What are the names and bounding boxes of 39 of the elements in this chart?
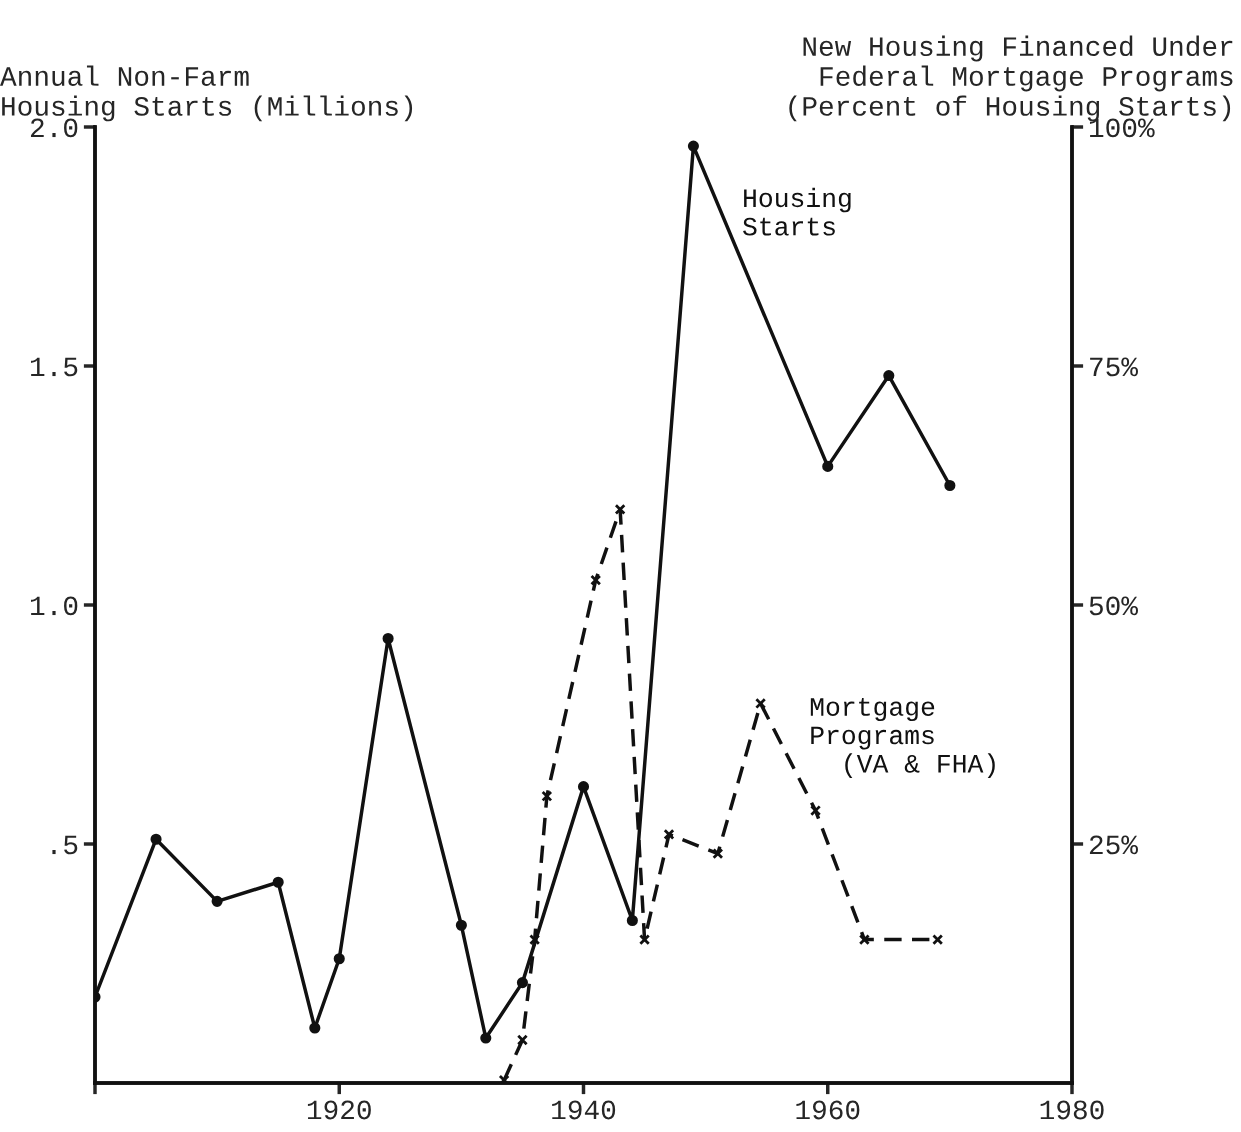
point [822, 460, 834, 472]
point [150, 833, 162, 845]
point [755, 697, 767, 710]
point [480, 1032, 492, 1044]
point [614, 503, 626, 515]
point [516, 977, 528, 989]
point [541, 790, 553, 802]
y2-tick-label: 75% [1090, 357, 1138, 377]
point [590, 574, 602, 586]
point [309, 1022, 321, 1034]
x-tick-label: 1980 [1040, 1100, 1104, 1120]
y-tick-label: .5 [52, 835, 78, 855]
series-label: Housing Starts [743, 187, 851, 236]
point [883, 370, 895, 382]
point [529, 934, 541, 946]
point [272, 876, 284, 888]
point [333, 953, 345, 965]
point [944, 479, 956, 492]
x-tick-label: 1940 [552, 1100, 616, 1120]
y2-tick-label: 50% [1089, 596, 1138, 616]
y2-tick-label: 25% [1089, 835, 1138, 855]
point [211, 895, 223, 907]
x-tick-label: 1960 [796, 1100, 860, 1120]
point [516, 1034, 528, 1046]
point [809, 804, 822, 817]
x-tick-label: 1920 [307, 1100, 371, 1120]
series-label: Mortgage Programs (VA & FHA) [810, 698, 995, 778]
point [663, 828, 675, 840]
y-tick-label: 1.0 [31, 596, 78, 616]
point [455, 919, 467, 931]
y-tick-label: 1.5 [31, 357, 78, 377]
point [687, 140, 699, 152]
point [382, 632, 394, 645]
point [626, 914, 638, 927]
point [712, 848, 724, 860]
point [577, 781, 590, 793]
point [932, 934, 944, 946]
point [858, 934, 870, 946]
point [639, 934, 651, 946]
